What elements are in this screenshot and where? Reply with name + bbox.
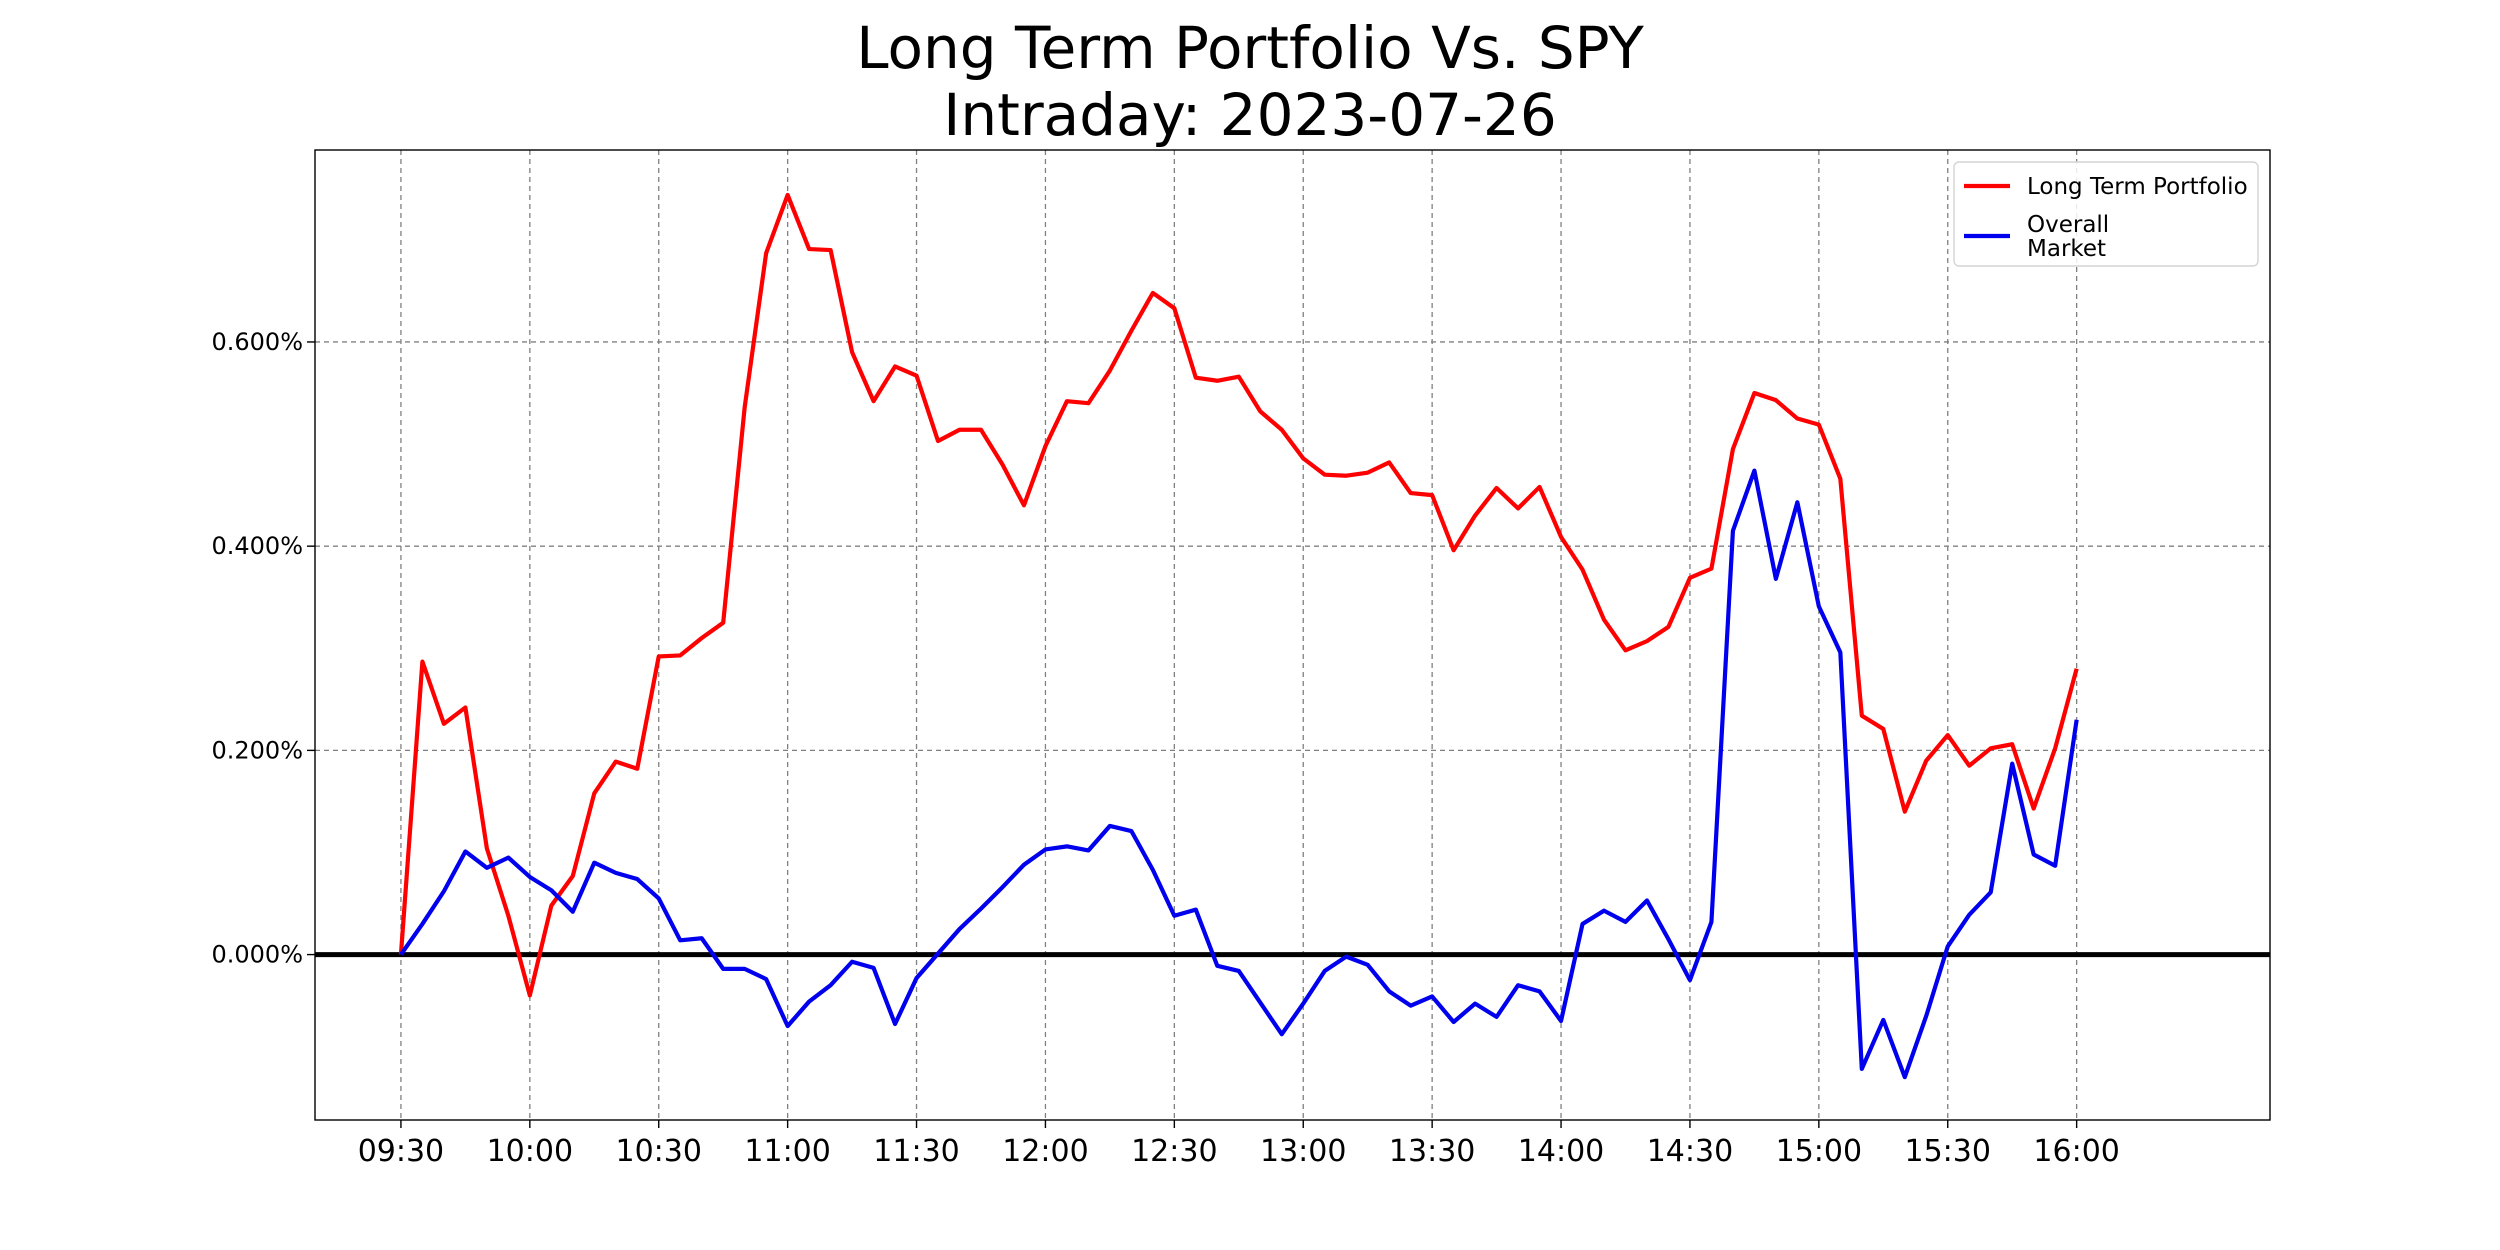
legend-label-1-1: Market (2027, 236, 2106, 262)
x-tick-label-7: 13:00 (1260, 1134, 1346, 1169)
x-tick-label-12: 15:30 (1905, 1134, 1991, 1169)
x-tick-label-4: 11:30 (873, 1134, 959, 1169)
x-tick-label-9: 14:00 (1518, 1134, 1604, 1169)
x-tick-label-1: 10:00 (487, 1134, 573, 1169)
plot-frame (314, 149, 2271, 1121)
y-tick-label-2: 0.400% (211, 532, 303, 560)
chart-title-line-1: Long Term Portfolio Vs. SPY (856, 14, 1644, 82)
legend-label-0-0: Long Term Portfolio (2027, 174, 2248, 200)
legend-label-1-0: Overall (2027, 212, 2109, 238)
x-tick-label-2: 10:30 (616, 1134, 702, 1169)
x-tick-label-6: 12:30 (1131, 1134, 1217, 1169)
chart-title-line-2: Intraday: 2023-07-26 (943, 81, 1557, 149)
x-axis-ticks: 09:30 10:00 10:30 11:00 11:30 12:00 12:30 13:00… (358, 1120, 2120, 1169)
series-line-long-term-portfolio (398, 192, 2079, 998)
grid-lines (315, 150, 2270, 1120)
x-tick-label-5: 12:00 (1002, 1134, 1088, 1169)
series-line-overall-market (399, 468, 2079, 1080)
series-lines (398, 192, 2079, 1080)
legend-box (1953, 161, 2259, 267)
y-axis-ticks: 0.000% 0.200% 0.400% 0.600% (211, 328, 315, 969)
x-tick-label-3: 11:00 (744, 1134, 830, 1169)
x-tick-label-0: 09:30 (358, 1134, 444, 1169)
y-tick-label-1: 0.200% (211, 736, 303, 764)
x-tick-label-13: 16:00 (2033, 1134, 2119, 1169)
x-tick-label-11: 15:00 (1776, 1134, 1862, 1169)
y-tick-label-0: 0.000% (211, 941, 303, 969)
x-tick-label-10: 14:30 (1647, 1134, 1733, 1169)
y-tick-label-3: 0.600% (211, 328, 303, 356)
x-tick-label-8: 13:30 (1389, 1134, 1475, 1169)
